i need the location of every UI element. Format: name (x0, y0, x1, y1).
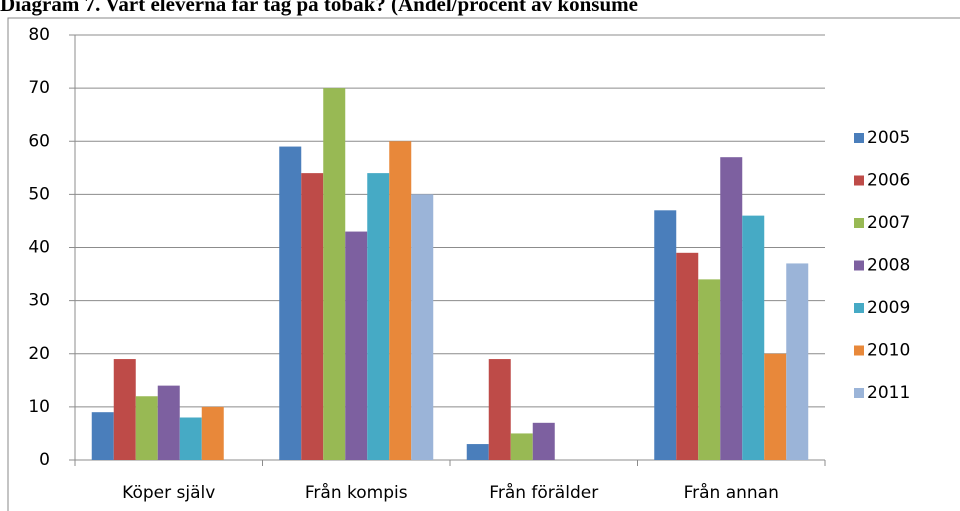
bar (510, 433, 533, 460)
legend-swatch (854, 345, 864, 356)
legend-label: 2007 (867, 213, 910, 233)
bar (676, 252, 699, 460)
bar (113, 359, 136, 460)
legend-label: 2005 (867, 128, 910, 148)
bar (720, 157, 743, 460)
y-tick-label: 20 (28, 344, 50, 364)
y-tick-label: 80 (28, 25, 50, 45)
legend-label: 2010 (867, 341, 910, 361)
bar (367, 173, 390, 460)
legend-swatch (854, 303, 864, 313)
legend-swatch (854, 175, 864, 186)
bar (532, 422, 555, 460)
bar (279, 146, 302, 460)
y-tick-label: 40 (28, 238, 50, 258)
y-tick-label: 0 (39, 450, 50, 470)
bar (411, 194, 434, 460)
bar (179, 417, 202, 460)
chart-title: Diagram 7. Vart eleverna får tag på toba… (0, 0, 638, 16)
bar (91, 412, 114, 460)
x-tick-label: Från förälder (489, 482, 598, 503)
bar (157, 385, 180, 460)
legend-label: 2011 (867, 383, 910, 403)
bar (488, 359, 511, 460)
x-tick-label: Från annan (684, 482, 779, 503)
y-tick-label: 70 (28, 78, 50, 98)
bar (345, 231, 368, 460)
bar (389, 141, 412, 460)
bar (466, 444, 489, 460)
x-tick-label: Köper själv (122, 483, 215, 503)
bar (742, 215, 765, 460)
bar (654, 210, 677, 460)
bar (301, 173, 324, 460)
y-tick-label: 50 (28, 184, 50, 204)
x-tick-label: Från kompis (305, 482, 408, 503)
legend-swatch (854, 260, 864, 271)
bar (323, 88, 346, 460)
legend-swatch (854, 133, 864, 143)
legend-label: 2008 (867, 256, 910, 276)
legend-swatch (854, 218, 864, 228)
legend-label: 2009 (867, 298, 910, 318)
y-tick-label: 30 (28, 291, 50, 311)
y-tick-label: 10 (28, 397, 50, 417)
legend-label: 2006 (867, 171, 910, 191)
bar (135, 396, 158, 460)
bar (786, 263, 809, 460)
legend-swatch (854, 388, 864, 398)
bar (201, 406, 224, 460)
y-tick-label: 60 (28, 131, 50, 151)
bar (698, 279, 721, 460)
bar (764, 353, 787, 460)
